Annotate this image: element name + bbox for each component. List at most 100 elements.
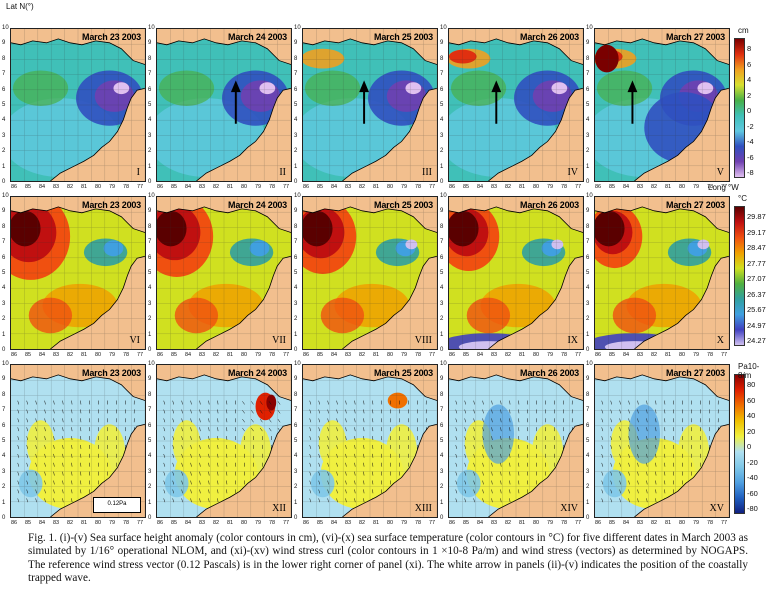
x-tick-label: 80 bbox=[532, 352, 540, 358]
panel-date: March 23 2003 bbox=[82, 32, 141, 42]
y-tick-label: 1 bbox=[148, 163, 152, 170]
map-image bbox=[449, 365, 583, 517]
colorbar-tick: 26.37 bbox=[747, 289, 766, 299]
y-tick-label: 8 bbox=[586, 223, 590, 230]
y-tick-label: 6 bbox=[440, 86, 444, 93]
y-tick-label: 9 bbox=[440, 208, 444, 215]
colorbar-tick: 25.67 bbox=[747, 305, 766, 314]
map-image bbox=[449, 29, 583, 181]
x-tick-label: 86 bbox=[10, 184, 18, 190]
x-tick-label: 77 bbox=[282, 520, 290, 526]
x-tick-label: 86 bbox=[302, 520, 310, 526]
x-tick-label: 86 bbox=[156, 184, 164, 190]
colorbar bbox=[734, 38, 745, 178]
colorbar-unit: °C bbox=[738, 194, 747, 203]
x-tick-label: 79 bbox=[400, 352, 408, 358]
map-panel: March 25 2003 VIII bbox=[302, 196, 438, 350]
x-tick-label: 82 bbox=[66, 184, 74, 190]
x-tick-label: 81 bbox=[372, 520, 380, 526]
panel-label: XV bbox=[709, 503, 724, 514]
y-tick-label: 4 bbox=[148, 285, 152, 292]
x-tick-label: 83 bbox=[52, 520, 60, 526]
panel-label: VIII bbox=[414, 335, 432, 346]
colorbar-tick: 28.47 bbox=[747, 243, 766, 252]
y-tick-label: 10 bbox=[148, 25, 155, 31]
y-tick-label: 10 bbox=[294, 193, 301, 199]
x-tick-row: 86 85 84 83 82 81 80 79 78 77 bbox=[594, 184, 730, 192]
x-tick-row: 86 85 84 83 82 81 80 79 78 77 bbox=[156, 520, 292, 528]
y-tick-label: 4 bbox=[294, 453, 298, 460]
map-image bbox=[157, 29, 291, 181]
y-tick-label: 4 bbox=[148, 117, 152, 124]
x-tick-label: 79 bbox=[108, 520, 116, 526]
y-tick-label: 7 bbox=[148, 239, 152, 246]
y-tick-label: 7 bbox=[440, 239, 444, 246]
panel-label: XIV bbox=[560, 503, 578, 514]
x-tick-label: 85 bbox=[24, 352, 32, 358]
x-tick-label: 77 bbox=[574, 520, 582, 526]
figure-row-wind: March 23 2003XI0.12Pa1098765432108685848… bbox=[2, 361, 759, 536]
map-image bbox=[11, 197, 145, 349]
y-tick-label: 5 bbox=[148, 102, 152, 108]
y-tick-label: 10 bbox=[2, 361, 9, 367]
panel-date: March 25 2003 bbox=[374, 32, 433, 42]
x-tick-label: 79 bbox=[400, 184, 408, 190]
x-tick-label: 78 bbox=[706, 184, 714, 190]
y-tick-label: 5 bbox=[586, 270, 590, 276]
y-tick-label: 7 bbox=[148, 407, 152, 414]
y-tick-label: 3 bbox=[440, 300, 444, 307]
panel-date: March 24 2003 bbox=[228, 368, 287, 378]
y-tick-label: 10 bbox=[440, 361, 447, 367]
x-tick-label: 79 bbox=[692, 520, 700, 526]
x-tick-label: 79 bbox=[108, 184, 116, 190]
figure-row-ssh: March 23 2003 I 10 9 8 7 6 5 4 3 2 1 0 86 85 84 83 82 81 80… bbox=[2, 25, 754, 200]
x-tick-label: 81 bbox=[664, 520, 672, 526]
y-tick-label: 5 bbox=[148, 438, 152, 444]
x-tick-label: 86 bbox=[594, 184, 602, 190]
x-tick-label: 85 bbox=[462, 520, 470, 526]
y-tick-label: 4 bbox=[586, 117, 590, 124]
y-tick-label: 6 bbox=[586, 422, 590, 429]
x-tick-label: 80 bbox=[532, 184, 540, 190]
figure-caption: Fig. 1. (i)-(v) Sea surface height anoma… bbox=[28, 532, 748, 585]
x-tick-label: 85 bbox=[608, 184, 616, 190]
x-axis-title: Long °W bbox=[708, 183, 739, 192]
x-tick-label: 84 bbox=[622, 520, 630, 526]
y-tick-label: 3 bbox=[2, 132, 6, 139]
x-tick-label: 78 bbox=[414, 184, 422, 190]
panel-label: X bbox=[716, 335, 724, 346]
y-tick-label: 8 bbox=[586, 55, 590, 62]
x-tick-label: 82 bbox=[650, 184, 658, 190]
y-tick-label: 2 bbox=[294, 148, 298, 155]
colorbar-tick: 0 bbox=[747, 106, 752, 115]
x-tick-label: 77 bbox=[574, 352, 582, 358]
x-tick-label: 82 bbox=[650, 520, 658, 526]
x-tick-label: 77 bbox=[282, 352, 290, 358]
x-tick-label: 77 bbox=[720, 352, 728, 358]
colorbar-tick: 29.87 bbox=[747, 212, 766, 221]
x-tick-label: 77 bbox=[720, 520, 728, 526]
panel-date: March 24 2003 bbox=[228, 32, 287, 42]
x-tick-label: 77 bbox=[136, 184, 144, 190]
colorbar bbox=[734, 374, 745, 514]
y-tick-label: 5 bbox=[2, 438, 6, 444]
x-tick-label: 82 bbox=[66, 352, 74, 358]
x-tick-label: 83 bbox=[490, 184, 498, 190]
x-tick-label: 83 bbox=[636, 520, 644, 526]
y-tick-label: 2 bbox=[2, 316, 6, 323]
x-tick-label: 85 bbox=[316, 520, 324, 526]
y-tick-label: 2 bbox=[148, 316, 152, 323]
x-tick-label: 78 bbox=[122, 520, 130, 526]
map-image bbox=[595, 29, 729, 181]
x-tick-label: 81 bbox=[518, 520, 526, 526]
y-tick-label: 2 bbox=[148, 148, 152, 155]
y-tick-label: 6 bbox=[586, 254, 590, 261]
x-tick-label: 81 bbox=[226, 520, 234, 526]
x-tick-label: 84 bbox=[476, 520, 484, 526]
map-image bbox=[303, 29, 437, 181]
panel-label: I bbox=[136, 167, 140, 178]
x-tick-label: 84 bbox=[622, 184, 630, 190]
y-tick-label: 8 bbox=[2, 223, 6, 230]
map-panel: March 24 2003 II bbox=[156, 28, 292, 182]
map-panel: March 24 2003 VII bbox=[156, 196, 292, 350]
